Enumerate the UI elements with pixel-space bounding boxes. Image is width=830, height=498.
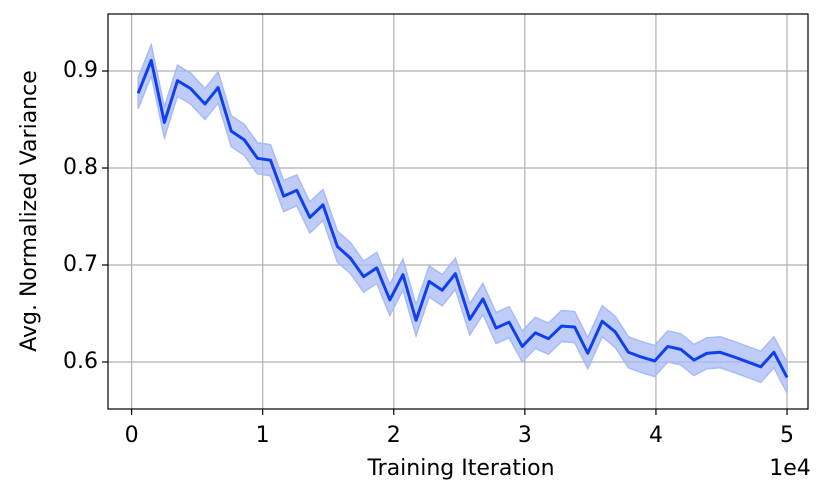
x-tick-label: 0: [125, 423, 139, 448]
y-tick-label: 0.8: [63, 155, 98, 180]
y-tick-label: 0.9: [63, 58, 98, 83]
x-tick-label: 1: [256, 423, 270, 448]
y-tick-label: 0.7: [63, 252, 98, 277]
confidence-band: [137, 42, 788, 394]
plot-frame: [107, 13, 809, 410]
x-tick-label: 2: [387, 423, 401, 448]
x-axis-label: Training Iteration: [366, 456, 554, 481]
x-tick-label: 5: [780, 423, 794, 448]
x-tick-label: 3: [518, 423, 532, 448]
x-tick-label: 4: [649, 423, 663, 448]
y-tick-label: 0.6: [63, 349, 98, 374]
y-axis-label: Avg. Normalized Variance: [17, 70, 42, 352]
mean-line: [136, 58, 789, 379]
x-offset-label: 1e4: [769, 456, 811, 481]
